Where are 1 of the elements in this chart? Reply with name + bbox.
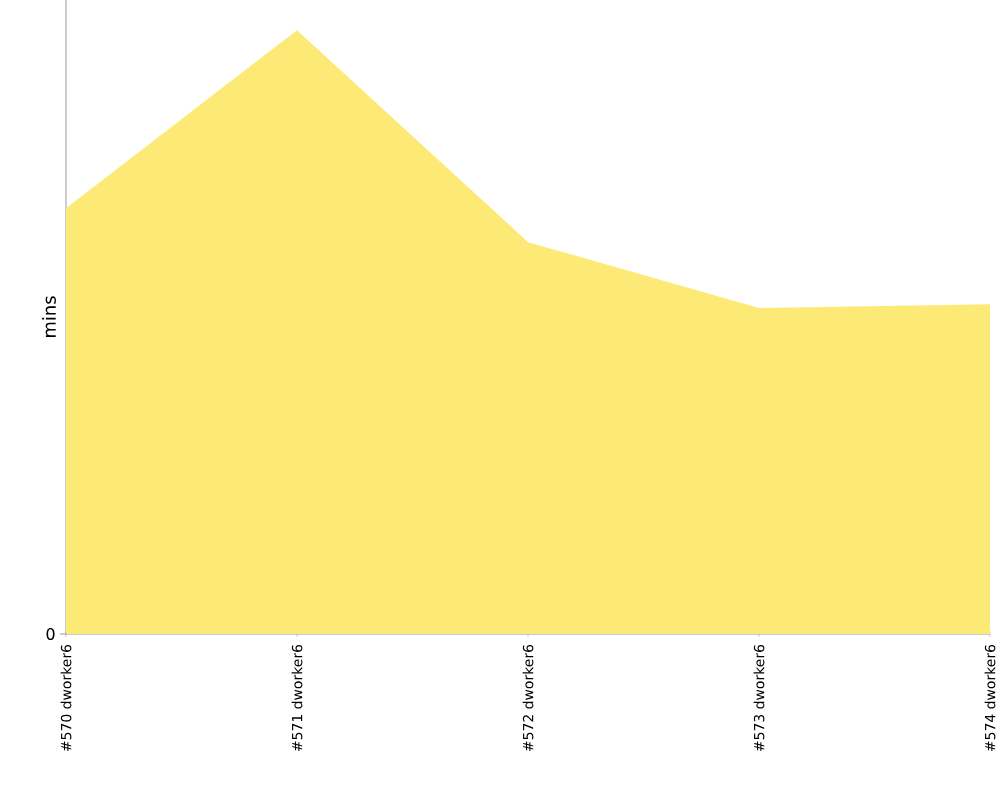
y-axis-title: mins xyxy=(42,296,56,337)
